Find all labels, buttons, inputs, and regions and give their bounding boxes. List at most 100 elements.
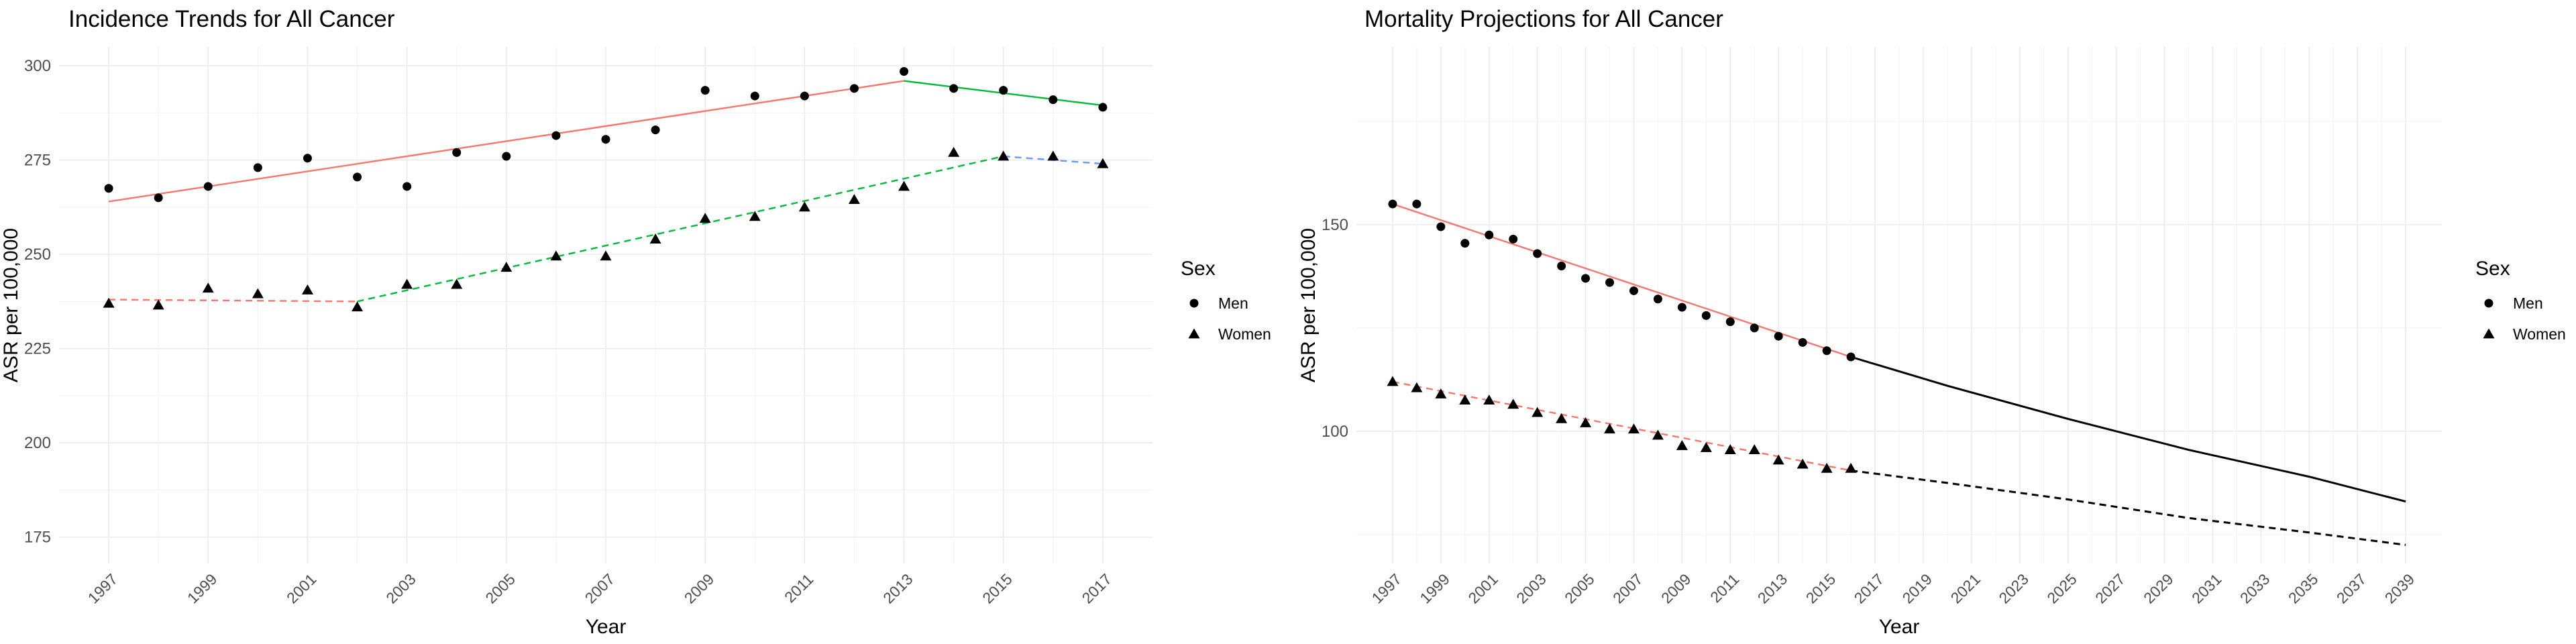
data-point-men [551, 131, 561, 140]
data-point-women [1097, 158, 1109, 168]
data-point-men [353, 172, 362, 182]
trend-line-men-2 [1850, 356, 2406, 503]
data-point-women [1532, 407, 1544, 417]
data-point-women [202, 282, 214, 293]
data-point-women [451, 278, 463, 289]
y-tick-label: 200 [24, 434, 51, 452]
data-point-men [1412, 199, 1421, 209]
data-point-men [601, 135, 610, 144]
data-point-men [154, 193, 163, 203]
data-point-women [1821, 462, 1833, 473]
data-point-men [1509, 234, 1518, 244]
data-point-women [1627, 423, 1640, 434]
y-tick-label: 275 [24, 152, 51, 170]
data-point-men [949, 84, 959, 93]
data-point-women [749, 211, 761, 221]
data-point-women [699, 213, 711, 223]
data-point-women [798, 201, 810, 212]
data-point-men [1846, 352, 1856, 362]
y-tick-label: 150 [1322, 216, 1348, 234]
data-point-women [1772, 454, 1784, 465]
data-point-women [1459, 394, 1471, 405]
data-point-men [402, 182, 412, 191]
grid-lines [1356, 47, 2442, 564]
data-point-men [1750, 323, 1759, 333]
data-point-women [1652, 429, 1664, 440]
data-point-women [1724, 444, 1736, 454]
x-axis-label: Year [586, 616, 627, 638]
y-tick-label: 225 [24, 340, 51, 358]
data-point-women [948, 146, 960, 157]
legend-title: Sex [1181, 258, 1216, 280]
data-point-men [1701, 311, 1711, 320]
legend-title: Sex [2475, 258, 2510, 280]
trend-line-men-1 [108, 80, 904, 203]
data-point-men [999, 86, 1008, 95]
data-point-men [1460, 239, 1470, 248]
data-point-women [550, 250, 562, 261]
data-point-men [1485, 230, 1494, 239]
trend-line-women-4 [1850, 469, 2406, 546]
series-men [1388, 199, 1856, 362]
data-point-men [303, 154, 312, 163]
data-point-women [1796, 458, 1809, 469]
legend-entry-label: Men [1218, 294, 1248, 312]
data-point-men [800, 91, 809, 101]
y-tick-label: 250 [24, 246, 51, 264]
data-point-women [600, 250, 612, 261]
legend-key-circle-icon [2484, 299, 2493, 308]
trend-line-women-4 [357, 155, 1004, 303]
data-point-men [502, 152, 511, 161]
legend-key-triangle-icon [2483, 328, 2495, 339]
data-point-men [900, 67, 909, 76]
data-point-women [1047, 150, 1059, 161]
data-point-men [849, 84, 859, 93]
data-point-women [1411, 382, 1423, 392]
data-point-men [1049, 95, 1058, 105]
data-point-men [253, 163, 262, 172]
data-point-men [700, 86, 710, 95]
data-point-men [1098, 103, 1108, 112]
chart-title: Incidence Trends for All Cancer [68, 6, 395, 32]
data-point-women [352, 301, 364, 312]
y-tick-label: 100 [1322, 423, 1348, 441]
series-women [1387, 376, 1857, 473]
series-men [104, 67, 1108, 203]
data-point-men [1533, 249, 1542, 258]
data-point-women [848, 194, 860, 205]
y-axis-label: ASR per 100,000 [0, 228, 22, 382]
data-point-men [203, 182, 213, 191]
legend-entry-label: Women [1218, 325, 1271, 343]
data-point-men [1822, 346, 1831, 356]
data-point-women [1845, 462, 1857, 473]
data-point-men [1798, 337, 1807, 347]
trend-line-men-1 [1392, 203, 1851, 358]
data-point-women [1700, 442, 1712, 452]
y-tick-label: 300 [24, 57, 51, 75]
data-point-women [1556, 413, 1568, 423]
data-point-women [103, 297, 115, 308]
data-point-men [750, 91, 759, 101]
trend-line-women-3 [109, 299, 358, 303]
y-tick-label: 175 [24, 529, 51, 547]
legend-key-triangle-icon [1188, 328, 1200, 339]
data-point-women [401, 278, 413, 289]
data-point-men [1436, 222, 1446, 231]
data-point-women [1580, 417, 1592, 427]
data-point-men [1677, 303, 1686, 312]
data-point-men [104, 184, 113, 193]
legend-entry-label: Men [2513, 294, 2543, 312]
data-point-men [1605, 278, 1615, 287]
data-point-men [1653, 294, 1662, 304]
data-point-men [651, 125, 660, 135]
data-point-women [500, 262, 513, 272]
data-point-women [1435, 388, 1447, 398]
data-point-men [1388, 199, 1397, 209]
data-point-women [1676, 439, 1688, 450]
data-point-men [1629, 286, 1638, 295]
